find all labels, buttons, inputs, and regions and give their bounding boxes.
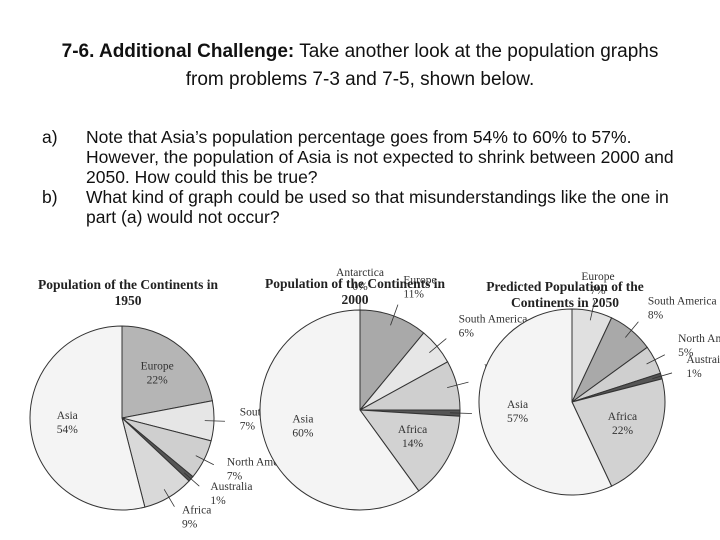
slice-value: 1%	[210, 495, 226, 507]
slice-value: 0%	[352, 281, 368, 293]
slice-value: 7%	[240, 421, 256, 433]
slice-value: 11%	[403, 289, 424, 301]
question: a) Note that Asia’s population percentage…	[42, 127, 682, 187]
question-text: Note that Asia’s population percentage g…	[86, 127, 674, 187]
pie-slice	[358, 409, 461, 492]
chart-title: Population of the Continents in 1950	[37, 277, 219, 308]
header-label: 7-6. Additional Challenge:	[61, 41, 295, 62]
question-list: a) Note that Asia’s population percentage…	[42, 127, 682, 227]
slice-value: 14%	[402, 438, 424, 450]
pie-slice	[121, 325, 213, 419]
leader-line	[183, 472, 200, 487]
slice-value: 54%	[57, 424, 79, 436]
slice-value: 7%	[590, 285, 606, 297]
pie-slice	[259, 309, 420, 511]
slice-label: Europe	[141, 360, 174, 372]
slice-label: Asia	[57, 410, 78, 422]
leader-line	[449, 412, 472, 414]
slice-label: Africa	[182, 504, 211, 516]
marker: b)	[42, 187, 58, 207]
pie-slice	[29, 325, 146, 511]
question-text: What kind of graph could be used so that…	[86, 187, 669, 227]
slice-label: Asia	[507, 399, 528, 411]
slice-value: 7%	[227, 470, 243, 482]
slice-label: Europe	[403, 275, 436, 287]
leader-line	[163, 489, 175, 507]
slice-label: Antarctica	[336, 267, 384, 279]
pie-slice	[478, 308, 613, 496]
slice-label: Africa	[608, 411, 637, 423]
slice-label: South America	[459, 313, 528, 325]
chart-title: Population of the Continents in 2000	[264, 276, 446, 307]
slice-value: 57%	[507, 413, 529, 425]
leader-line	[195, 455, 214, 466]
marker: a)	[42, 127, 58, 147]
slice-label: Australia	[210, 481, 252, 493]
chart-title: Predicted Population of the Continents i…	[486, 279, 644, 310]
leader-line	[390, 304, 399, 326]
slice-label: South America	[648, 295, 717, 307]
slice-label: Africa	[398, 424, 427, 436]
slice-value: 6%	[459, 327, 475, 339]
leader-line	[652, 372, 673, 380]
pie-slice	[571, 378, 666, 487]
slice-value: 60%	[292, 428, 314, 440]
slice-value: 22%	[147, 374, 169, 386]
leader-line	[589, 300, 596, 321]
slice-label: Europe	[581, 271, 614, 283]
header: 7-6. Additional Challenge: Take another …	[50, 38, 670, 94]
slice-value: 22%	[612, 425, 634, 437]
leader-line	[447, 381, 469, 389]
leader-line	[429, 338, 447, 353]
leader-line	[646, 354, 665, 365]
slice-value: 9%	[182, 518, 198, 530]
slice-label: Austrailia	[686, 354, 720, 366]
slice-value: 1%	[686, 368, 702, 380]
slice-value: 5%	[678, 347, 694, 359]
leader-line	[204, 420, 226, 422]
header-text: Take another look at the population grap…	[185, 41, 659, 90]
slice-label: North America	[678, 333, 720, 345]
question: b) What kind of graph could be used so th…	[42, 187, 682, 227]
leader-line	[625, 321, 639, 338]
slice-value: 8%	[648, 309, 664, 321]
slice-label: Asia	[292, 414, 313, 426]
